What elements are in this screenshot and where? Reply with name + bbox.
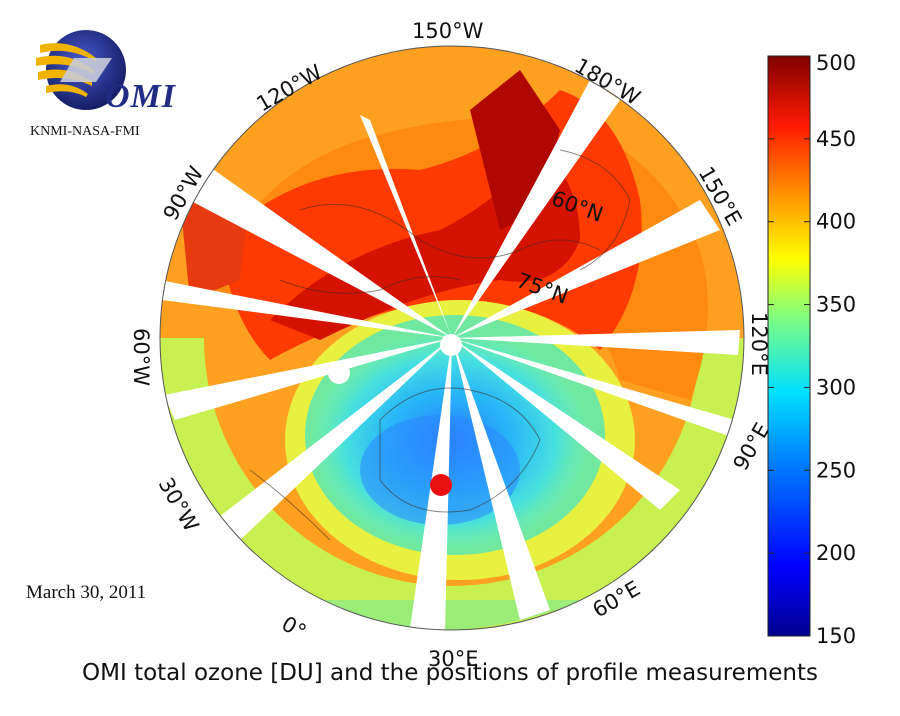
lon-label-30e: 30°E [428,647,479,671]
lon-label-120e: 120°E [747,312,771,376]
marker-white-1 [440,334,462,356]
colorbar-tick-label: 150 [816,624,856,648]
lon-label-0: 0° [278,612,311,645]
colorbar-tick-label: 350 [816,293,856,317]
colorbar-scale [767,55,811,637]
logo-credit: KNMI-NASA-FMI [30,124,140,139]
colorbar-tick-label: 500 [816,51,856,75]
map-border [159,45,745,631]
colorbar-tick-label: 450 [816,127,856,151]
colorbar-tick-label: 200 [816,541,856,565]
colorbar: 500 450 400 350 300 250 200 150 [767,51,856,648]
colorbar-tick-label: 300 [816,375,856,399]
colorbar-tick-label: 400 [816,210,856,234]
date-label: March 30, 2011 [26,582,147,603]
ozone-map [160,46,744,630]
figure-caption: OMI total ozone [DU] and the positions o… [82,660,818,686]
lon-label-30w: 30°W [154,474,204,536]
marker-red [430,474,452,496]
marker-white-2 [328,362,350,384]
omi-logo [36,30,126,110]
logo-title: OMI [105,78,177,115]
colorbar-tick-label: 250 [816,458,856,482]
profile-markers [328,334,462,496]
lon-label-60w: 60°W [129,328,153,386]
lon-label-150w: 150°W [412,19,484,43]
